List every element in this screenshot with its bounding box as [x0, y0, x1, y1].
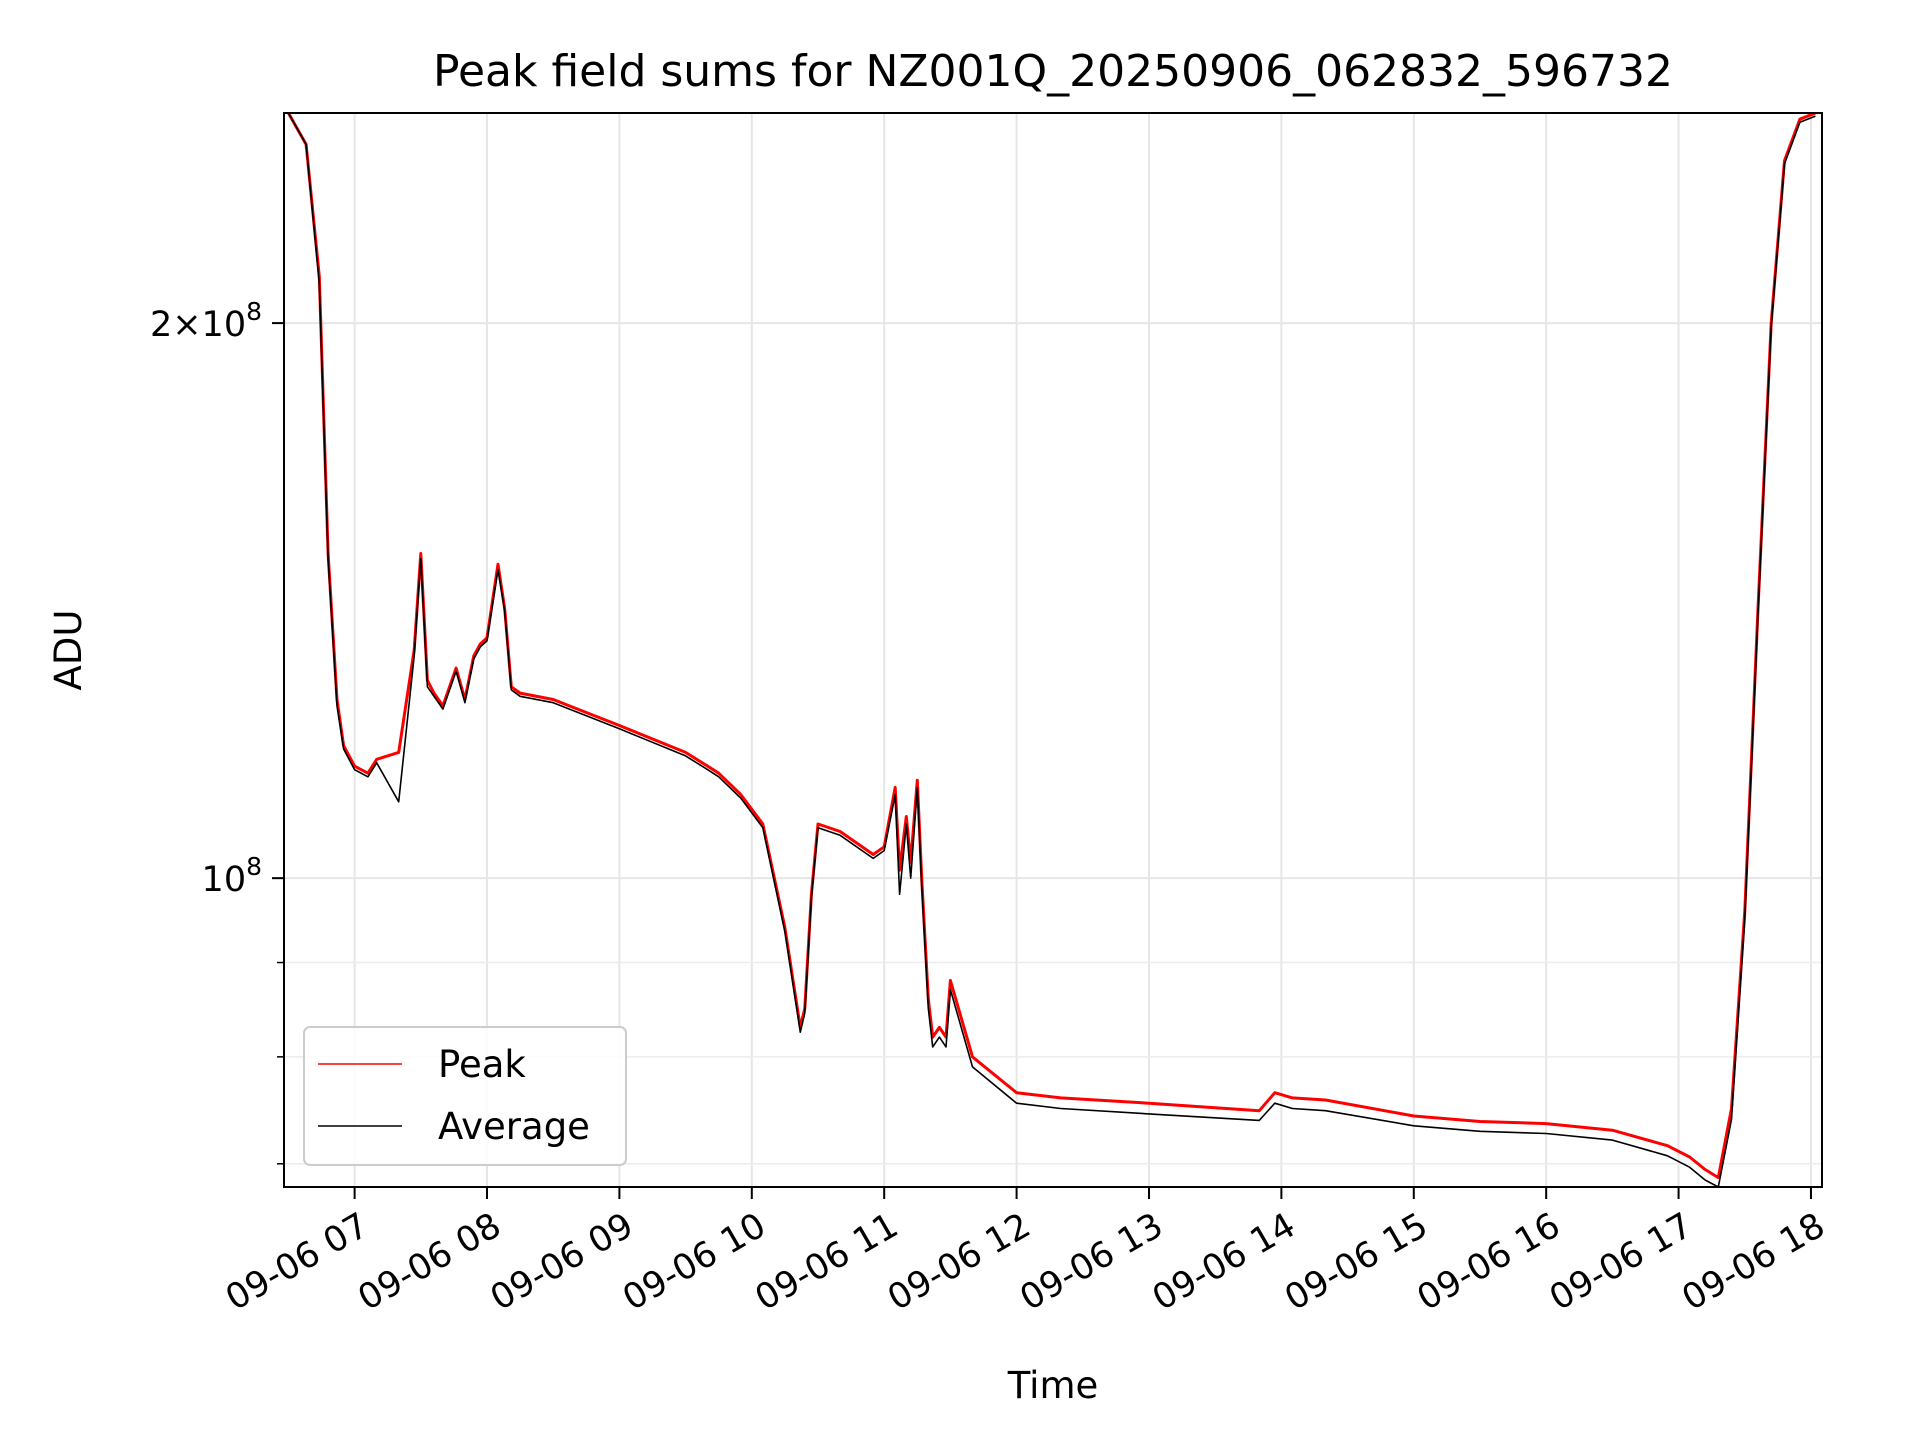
chart-title: Peak field sums for NZ001Q_20250906_0628…: [433, 46, 1673, 97]
y-axis-ticks: 2×108 108: [150, 297, 284, 1165]
series-layer: [287, 113, 1816, 1187]
legend-box: [303, 1026, 627, 1166]
grid-lines: [284, 113, 1822, 1187]
legend: Peak Average: [303, 1026, 627, 1166]
x-axis-label: Time: [1007, 1364, 1099, 1407]
series-line-average: [287, 113, 1816, 1187]
plot-frame: [283, 112, 1823, 1188]
y-tick-label: 2×108: [150, 297, 262, 345]
y-axis-label: ADU: [47, 610, 90, 691]
legend-label-average: Average: [438, 1105, 590, 1148]
legend-label-peak: Peak: [438, 1043, 526, 1086]
y-tick-label: 108: [202, 852, 262, 900]
